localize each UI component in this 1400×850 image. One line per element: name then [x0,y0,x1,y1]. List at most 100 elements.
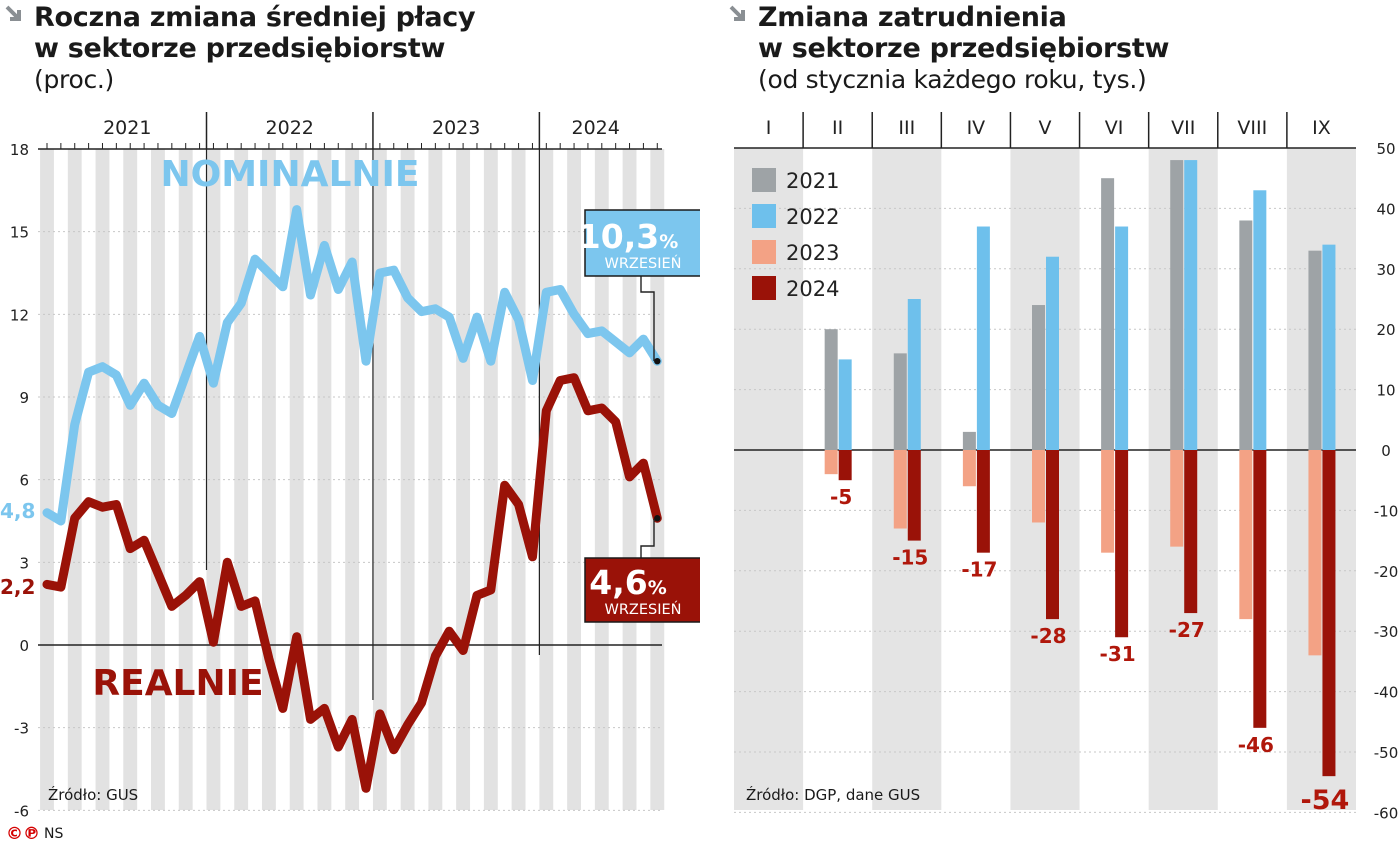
bar-label-2024: -28 [1030,624,1066,648]
y-tick-label: 15 [10,224,29,242]
bar-2021-IV [962,431,976,450]
month-stripe [428,149,443,810]
y-tick-label: -10 [1374,502,1399,520]
author-initials: NS [44,826,64,842]
bar-2022-VIII [1253,190,1267,450]
bar-2021-VI [1101,178,1115,450]
legend-swatch-2024 [752,276,776,300]
month-label: VIII [1237,117,1267,139]
left-title-line2: w sektorze przedsiębiorstw [34,33,446,64]
y-tick-label: 6 [19,472,29,490]
bar-label-2024: -5 [830,485,852,509]
legend-swatch-2022 [752,204,776,228]
bar-2021-IX [1308,250,1322,450]
bar-2024-II [838,450,852,481]
year-label: 2024 [572,117,620,139]
bar-2021-II [824,329,838,450]
callout-real-pct: % [648,577,667,599]
bar-2021-V [1032,305,1045,450]
series-line-nominal [42,205,662,526]
series-label-nominal: NOMINALNIE [161,154,420,195]
bar-label-2024: -54 [1301,785,1350,816]
month-stripe [345,149,360,810]
series-label-real: REALNIE [92,663,263,704]
left-source: Źródło: GUS [48,786,139,804]
callout-real-value: 4,6 [589,563,647,602]
month-stripe [234,149,249,810]
month-label: V [1039,117,1052,139]
left-title-line1: Roczna zmiana średniej płacy [34,2,476,33]
bar-label-2024: -15 [892,546,928,570]
y-tick-label: -40 [1374,684,1399,702]
bar-2023-VI [1101,450,1115,553]
month-stripe [123,149,138,810]
start-label-real: 2,2 [0,575,35,599]
bar-2022-VII [1184,160,1198,450]
bar-2024-IV [976,450,990,553]
left-subtitle: (proc.) [34,65,114,94]
y-tick-label: -50 [1374,744,1399,762]
month-label: II [832,117,843,139]
y-tick-label: 0 [1381,442,1391,460]
y-tick-label: -30 [1374,623,1399,641]
bar-2022-III [907,299,921,450]
bar-2024-VI [1115,450,1129,638]
month-stripe [178,149,193,810]
right-title-line1: Zmiana zatrudnienia [758,2,1067,33]
y-tick-label: 9 [19,389,29,407]
bar-2021-VIII [1239,220,1253,450]
bar-2024-VII [1184,450,1198,614]
legend-swatch-2021 [752,168,776,192]
month-label: I [766,117,772,139]
series-end-dot [654,515,661,522]
bar-2024-III [907,450,921,541]
employment-change-bar-chart: I II III IV V VI VII VIII IX 50403020100-10-20-3… [734,112,1399,822]
arrow-down-right-icon [729,5,745,21]
right-source: Źródło: DGP, dane GUS [746,786,921,804]
bar-2023-IX [1308,450,1322,656]
month-stripe [95,149,110,810]
callout-nominal-month: WRZESIEŃ [605,254,682,272]
bar-2022-IX [1322,244,1336,450]
right-subtitle: (od stycznia każdego roku, tys.) [758,65,1147,94]
bar-2022-IV [976,226,990,450]
y-tick-label: -20 [1374,563,1399,581]
right-title-line2: w sektorze przedsiębiorstw [758,33,1170,64]
bar-2021-III [893,353,907,450]
callout-real [584,557,700,623]
legend-label-2022: 2022 [786,205,839,229]
copyright-logo: ©℗ [6,824,40,844]
bar-label-2024: -46 [1238,733,1274,757]
y-tick-label: 10 [1376,382,1395,400]
month-stripe [40,149,54,810]
month-stripe [483,149,498,810]
bar-label-2024: -31 [1100,642,1136,666]
month-label: VI [1105,117,1124,139]
year-label: 2023 [432,117,480,139]
bar-2022-II [838,359,852,450]
month-label: IV [967,117,986,139]
bar-2023-VII [1170,450,1184,547]
y-tick-label: -6 [14,802,29,820]
y-tick-label: 0 [19,637,29,655]
y-tick-label: 18 [10,141,29,159]
callout-real-month: WRZESIEŃ [605,600,682,618]
y-tick-label: 40 [1376,200,1395,218]
svg-text:10,3%: 10,3% [578,217,678,256]
bar-2023-IV [962,450,976,487]
bar-2022-VI [1115,226,1129,450]
year-label: 2022 [266,117,314,139]
bar-2023-III [893,450,907,529]
month-label: III [898,117,915,139]
bar-2023-V [1032,450,1045,523]
callout-nominal [584,209,700,277]
bar-2024-IX [1322,450,1336,777]
svg-text:4,6%: 4,6% [589,563,667,602]
bar-label-2024: -17 [961,558,997,582]
y-tick-label: -60 [1374,804,1399,822]
callout-nominal-pct: % [659,231,678,253]
y-tick-label: 3 [19,554,29,572]
start-label-nominal: 4,8 [0,499,35,523]
y-tick-label: 50 [1376,140,1395,158]
legend-swatch-2023 [752,240,776,264]
